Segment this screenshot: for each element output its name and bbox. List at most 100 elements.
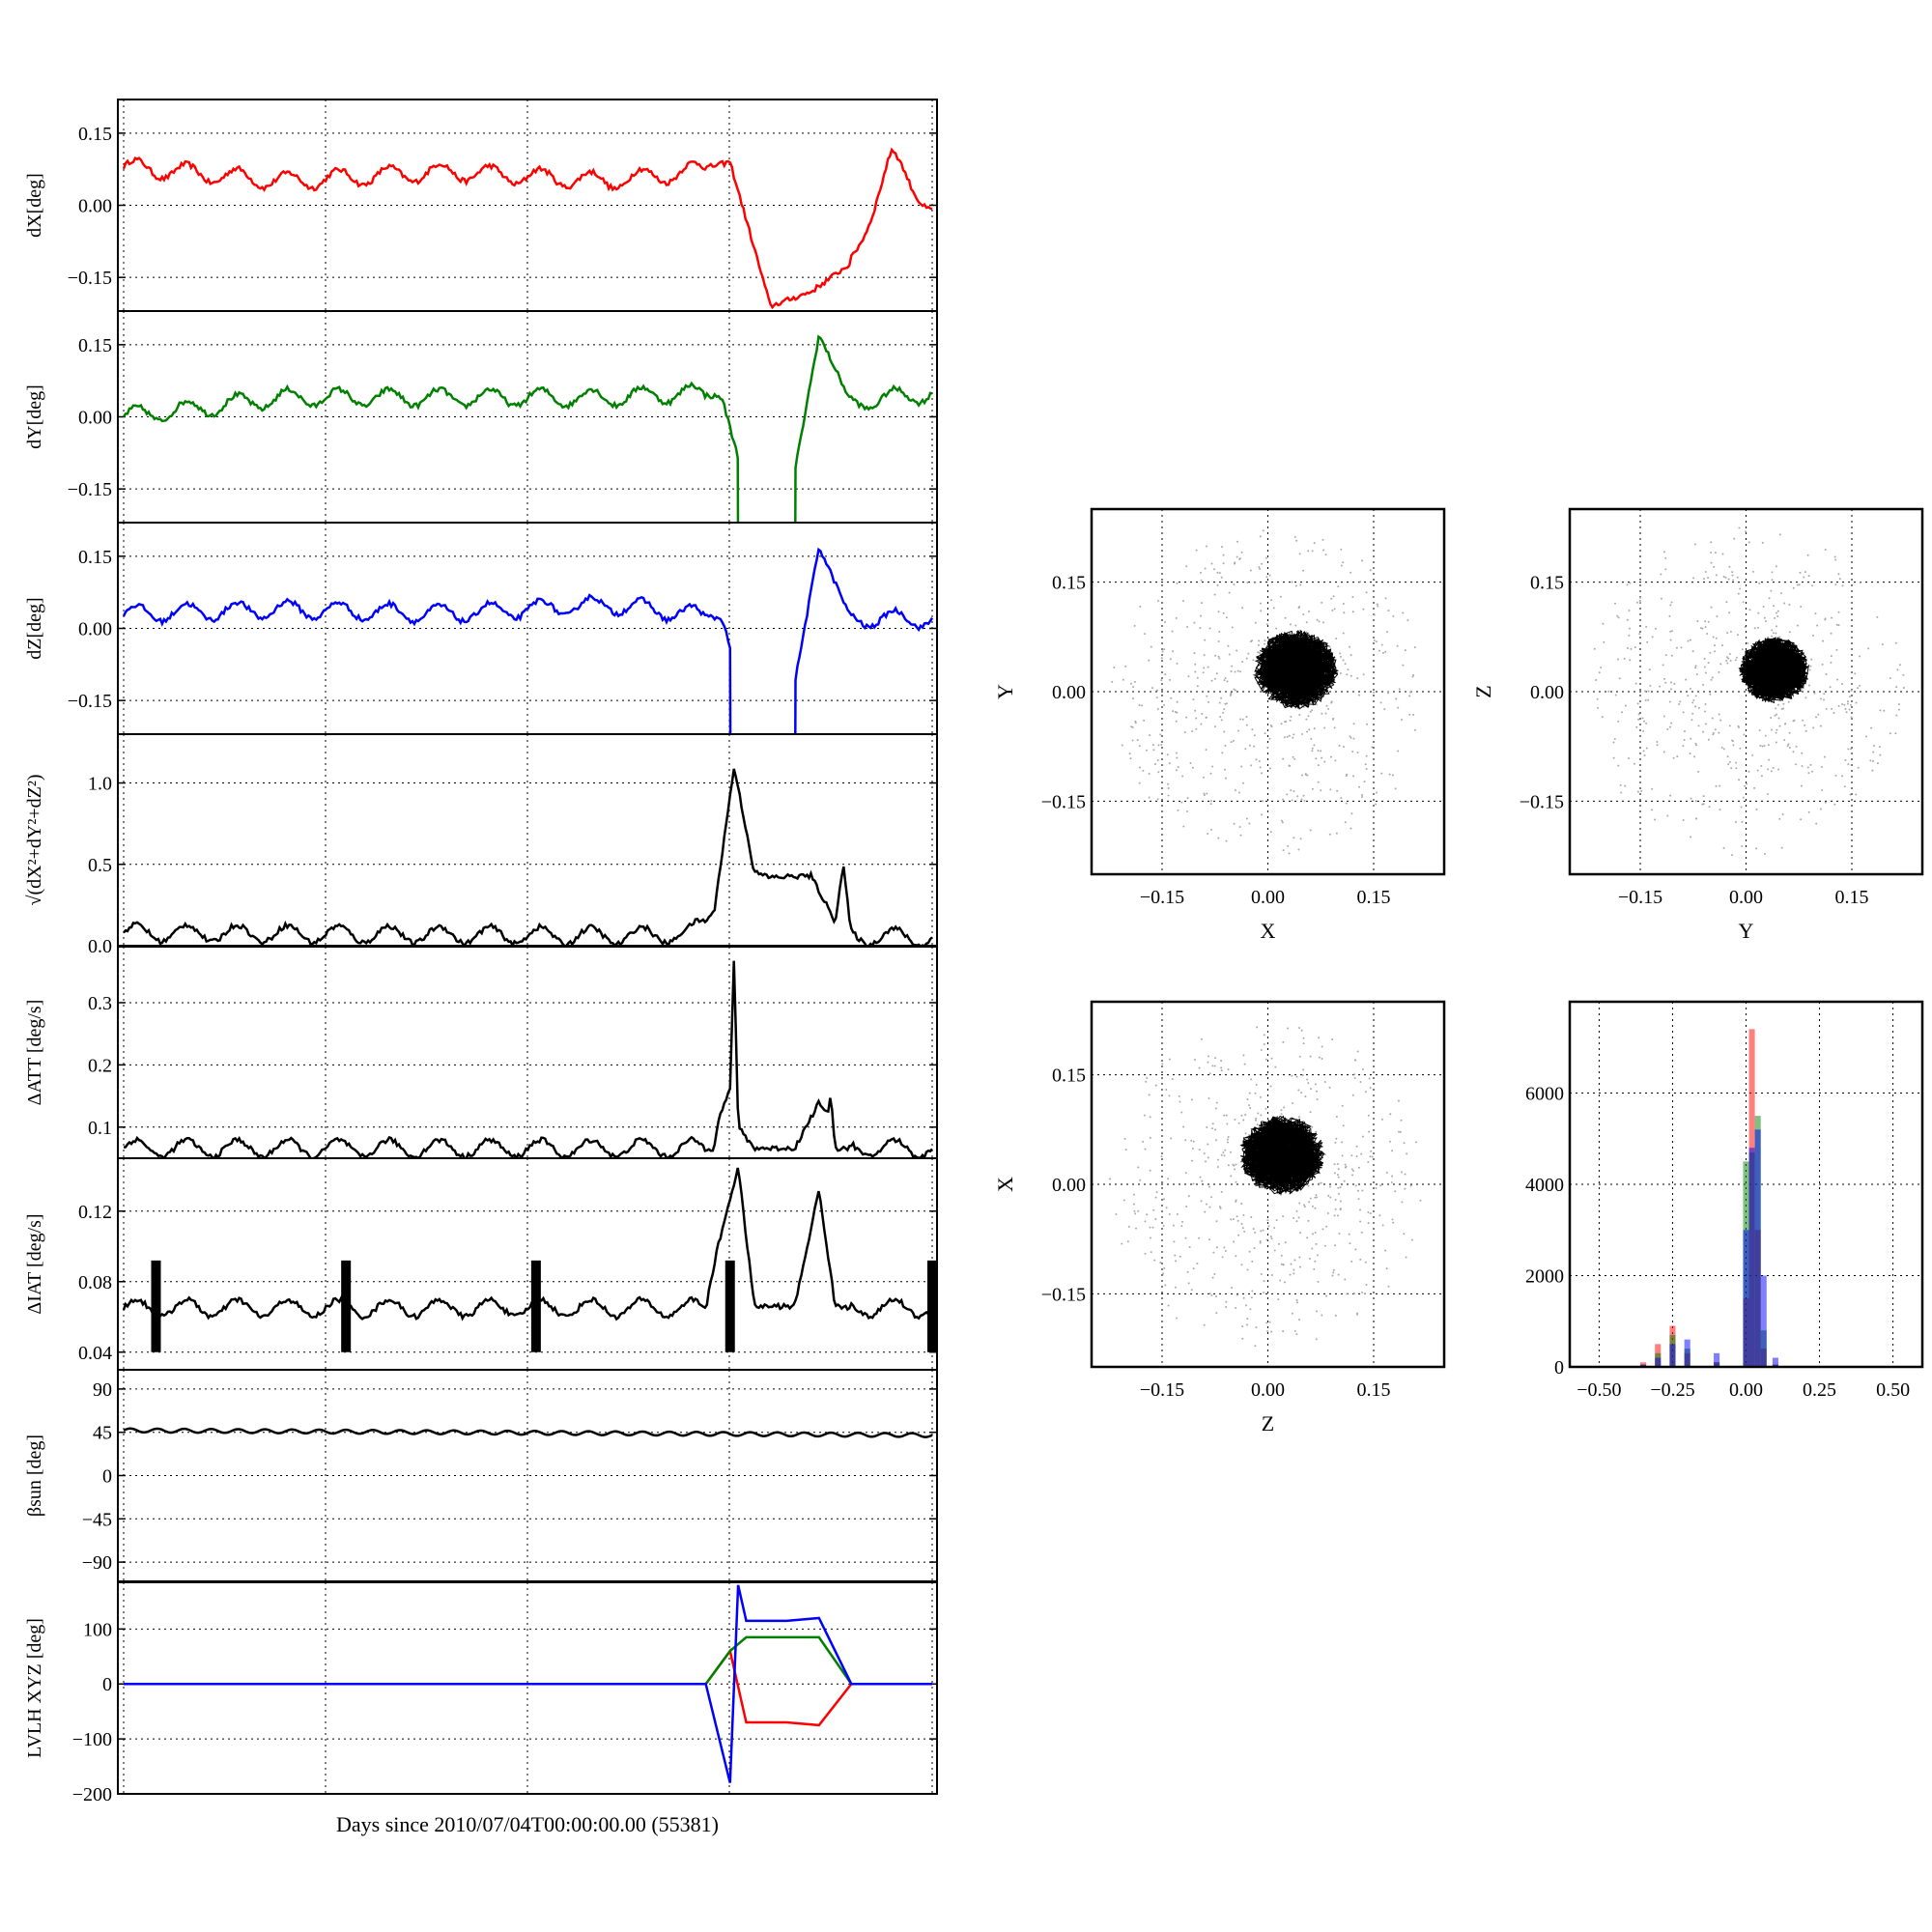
scatter-point-faint [1857, 687, 1860, 690]
scatter-point-faint [1280, 819, 1283, 822]
y-axis-label: LVLH XYZ [deg] [24, 1618, 45, 1758]
scatter-point-faint [1404, 1187, 1406, 1190]
scatter-point-faint [1187, 1282, 1190, 1285]
y-tick-label: −0.15 [1041, 1284, 1086, 1305]
scatter-point-faint [1350, 1260, 1353, 1263]
scatter-point-faint [1833, 803, 1836, 806]
scatter-point-faint [1722, 748, 1725, 751]
scatter-point-faint [1306, 1078, 1309, 1081]
scatter-point-faint [1175, 1260, 1178, 1263]
scatter-point-faint [1309, 829, 1312, 832]
scatter-point-faint [1259, 602, 1262, 605]
scatter-point-faint [1273, 1227, 1276, 1230]
scatter-point-faint [1291, 1312, 1293, 1315]
scatter-point-faint [1241, 1337, 1244, 1340]
scatter-point-faint [1406, 619, 1409, 622]
scatter-point-faint [1778, 533, 1781, 536]
scatter-point-faint [1410, 1238, 1413, 1241]
scatter-point-faint [1843, 703, 1846, 706]
scatter-point-faint [1300, 1092, 1303, 1094]
scatter-point-faint [1795, 763, 1798, 766]
scatter-point-faint [1722, 575, 1725, 578]
scatter-point-faint [1279, 595, 1282, 598]
spike-mark [927, 1260, 937, 1352]
series-line-dr [123, 768, 933, 946]
scatter-point-faint [1246, 582, 1249, 584]
scatter-point-faint [1870, 726, 1873, 729]
scatter-point-faint [1876, 762, 1879, 765]
scatter-point-faint [1614, 694, 1617, 696]
scatter-point-faint [1670, 630, 1673, 633]
scatter-point-faint [1331, 609, 1334, 611]
scatter-point-faint [1255, 1119, 1258, 1122]
y-tick-label: 0.00 [1530, 682, 1564, 703]
scatter-point-faint [1144, 633, 1147, 636]
scatter-point-faint [1264, 1058, 1267, 1061]
scatter-point-faint [1224, 768, 1227, 771]
x-tick-label: 0.00 [1251, 1379, 1285, 1401]
scatter-point-faint [1139, 605, 1142, 608]
scatter-point-faint [1845, 711, 1848, 714]
scatter-point-faint [1283, 1106, 1286, 1109]
scatter-point-faint [1367, 1114, 1370, 1117]
scatter-point-faint [1227, 1141, 1230, 1144]
scatter-point-faint [1217, 655, 1220, 658]
scatter-point-faint [1666, 727, 1669, 730]
scatter-point-faint [1230, 1218, 1233, 1221]
scatter-point-faint [1149, 734, 1151, 737]
scatter-point-faint [1694, 665, 1697, 668]
scatter-point-faint [1205, 545, 1208, 548]
scatter-point-faint [1419, 1199, 1422, 1202]
scatter-point-faint [1160, 1155, 1163, 1158]
scatter-point-faint [1146, 1213, 1149, 1216]
scatter-point-faint [1342, 659, 1345, 662]
scatter-point-faint [1233, 583, 1236, 586]
scatter-point-faint [1121, 744, 1123, 747]
scatter-point-faint [1275, 1219, 1278, 1222]
scatter-point-faint [1328, 1185, 1331, 1188]
scatter-point-faint [1388, 773, 1391, 776]
scatter-point-faint [1213, 1273, 1216, 1276]
scatter-point-faint [1895, 714, 1898, 717]
scatter-point-faint [1712, 731, 1715, 734]
scatter-point-faint [1167, 786, 1170, 789]
scatter-point-faint [1314, 1196, 1317, 1199]
scatter-point-faint [1325, 1225, 1328, 1228]
scatter-point-faint [1384, 1249, 1387, 1252]
scatter-point-faint [1640, 790, 1643, 793]
y-tick-label: −45 [82, 1509, 112, 1530]
scatter-point-faint [1148, 1094, 1151, 1096]
scatter-point-faint [1351, 750, 1354, 753]
scatter-point-faint [1287, 1027, 1290, 1030]
scatter-point-faint [1321, 1045, 1323, 1048]
scatter-point-faint [1329, 1196, 1332, 1199]
scatter-point-faint [1356, 677, 1359, 680]
scatter-point-faint [1356, 1189, 1359, 1192]
scatter-point-faint [1800, 606, 1803, 609]
scatter-point-faint [1254, 1345, 1257, 1348]
scatter-point-faint [1236, 1215, 1238, 1218]
scatter-point-faint [1617, 720, 1620, 723]
scatter-point-faint [1787, 700, 1790, 703]
scatter-point-faint [1188, 1246, 1191, 1249]
scatter-point-faint [1349, 1242, 1351, 1245]
scatter-point-faint [1317, 1280, 1320, 1283]
scatter-point-faint [1238, 825, 1241, 828]
scatter-point-faint [1694, 817, 1697, 820]
scatter-point-faint [1690, 737, 1692, 740]
series-line-beta [123, 1427, 933, 1438]
scatter-point-faint [1814, 612, 1817, 615]
scatter-point-faint [1734, 659, 1737, 662]
scatter-point-faint [1623, 657, 1626, 660]
scatter-point-faint [1626, 583, 1629, 586]
scatter-point-faint [1710, 541, 1713, 544]
scatter-point-faint [1193, 652, 1196, 655]
scatter-point-faint [1298, 1256, 1301, 1259]
scatter-point-faint [1208, 627, 1211, 630]
scatter-point-faint [1255, 758, 1258, 761]
scatter-point-faint [1385, 1171, 1388, 1174]
scatter-point-faint [1776, 728, 1778, 731]
scatter-point-faint [1753, 786, 1756, 789]
scatter-point-faint [1327, 1194, 1330, 1197]
scatter-point-faint [1243, 1230, 1246, 1233]
